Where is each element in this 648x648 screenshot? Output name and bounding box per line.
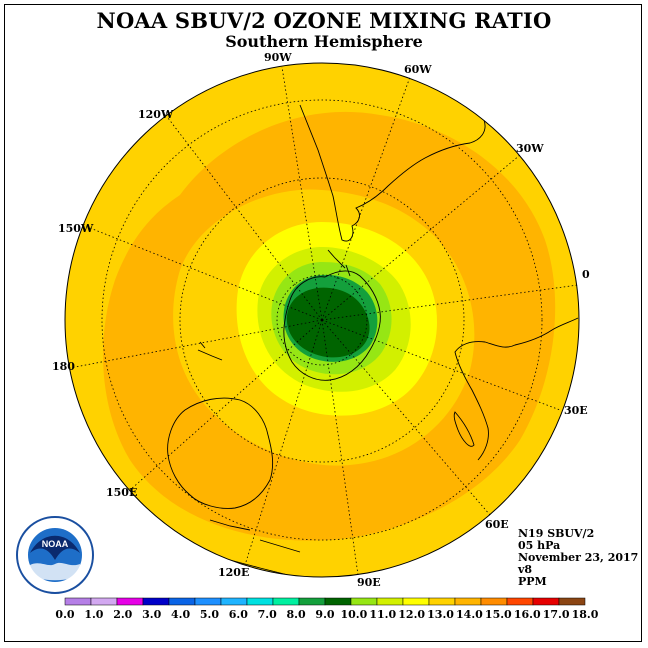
africa-coast: [454, 317, 579, 461]
latitude-circle-80s: [276, 274, 368, 366]
color-scale-tick-label: 14.0: [456, 608, 483, 621]
lon-label-120w: 120W: [138, 108, 174, 121]
color-scale-swatches: [64, 597, 586, 606]
meridian-60w: [321, 76, 411, 321]
meridian-60e: [321, 319, 491, 516]
color-swatch: [480, 597, 508, 606]
map-boundary: [64, 62, 580, 578]
color-swatch: [402, 597, 430, 606]
color-swatch: [506, 597, 534, 606]
south-america-coast: [299, 89, 501, 242]
lon-label-90w: 90W: [264, 51, 292, 64]
color-swatch: [116, 597, 144, 606]
lon-label-150e: 150E: [106, 486, 137, 499]
color-scale-tick-label: 5.0: [200, 608, 219, 621]
color-scale-tick-label: 0.0: [55, 608, 74, 621]
color-swatch: [376, 597, 404, 606]
date-label: November 23, 2017: [518, 551, 639, 564]
logo-wave: [30, 562, 80, 581]
figure-frame: [4, 4, 642, 642]
meridian-150e: [129, 319, 323, 491]
color-swatch: [90, 597, 118, 606]
antarctica-coast: [283, 270, 381, 381]
color-scale-tick-label: 1.0: [84, 608, 103, 621]
antarctic-peninsula: [327, 249, 351, 277]
madagascar: [453, 411, 475, 447]
color-swatch: [220, 597, 248, 606]
pressure-level: 05 hPa: [518, 539, 561, 552]
lon-label-120e: 120E: [218, 566, 249, 579]
color-scale-tick-label: 16.0: [514, 608, 541, 621]
graticule: [101, 99, 543, 541]
lon-label-30w: 30W: [516, 142, 544, 155]
ozone-band-14-15: [103, 111, 556, 541]
color-scale-tick-label: 7.0: [258, 608, 277, 621]
color-swatch: [64, 597, 92, 606]
map-title: NOAA SBUV/2 OZONE MIXING RATIO: [96, 8, 552, 33]
color-swatch: [532, 597, 560, 606]
longitude-labels: 90W 60W 30W 0 30E 60E 90E 120E 150E 180 …: [52, 51, 590, 589]
color-scale-tick-label: 4.0: [171, 608, 190, 621]
color-scale-tick-label: 8.0: [287, 608, 306, 621]
color-scale-tick-label: 17.0: [543, 608, 570, 621]
lon-label-150w: 150W: [58, 222, 94, 235]
instrument-label: N19 SBUV/2: [518, 527, 595, 540]
meridian-180: [69, 319, 323, 369]
color-swatch: [142, 597, 170, 606]
new-zealand: [197, 341, 223, 361]
color-scale-tick-label: 3.0: [142, 608, 161, 621]
ozone-band-8-9: [286, 287, 370, 358]
logo-seagull: [30, 535, 80, 560]
color-swatch: [454, 597, 482, 606]
meridian-90w: [281, 66, 323, 321]
latitude-circle-60s: [179, 177, 465, 463]
color-swatch: [246, 597, 274, 606]
color-scale-tick-label: 18.0: [572, 608, 599, 621]
color-swatch: [194, 597, 222, 606]
color-swatch: [168, 597, 196, 606]
color-swatch: [428, 597, 456, 606]
color-scale-ticks: 0.0 1.0 2.0 3.0 4.0 5.0 6.0 7.0 8.0 9.0 10.0 11.0 12…: [55, 608, 598, 621]
color-scale: 0.0 1.0 2.0 3.0 4.0 5.0 6.0 7.0 8.0 9.0 10.0 11.0 12…: [55, 597, 599, 621]
latitude-circle-40s: [101, 99, 543, 541]
meridian-30w: [321, 154, 521, 321]
lon-label-180: 180: [52, 360, 75, 373]
color-scale-tick-label: 9.0: [315, 608, 334, 621]
units-label: PPM: [518, 575, 547, 588]
logo-text: NOAA: [42, 539, 69, 549]
color-scale-tick-label: 11.0: [369, 608, 396, 621]
color-scale-tick-label: 2.0: [113, 608, 132, 621]
version-label: v8: [518, 563, 533, 576]
meridian-90e: [321, 319, 359, 576]
meridians: [69, 66, 579, 576]
metadata-block: N19 SBUV/2 05 hPa November 23, 2017 v8 P…: [518, 528, 638, 588]
color-swatch: [324, 597, 352, 606]
lon-label-90e: 90E: [357, 576, 381, 589]
meridian-0: [321, 284, 579, 321]
map-subtitle: Southern Hemisphere: [225, 32, 423, 51]
color-scale-tick-label: 13.0: [427, 608, 454, 621]
australia-coast: [167, 397, 274, 509]
noaa-logo: NOAA: [16, 516, 94, 594]
color-swatch: [298, 597, 326, 606]
color-scale-tick-label: 10.0: [340, 608, 367, 621]
lon-label-0: 0: [582, 268, 590, 281]
meridian-120e: [244, 319, 323, 566]
color-scale-tick-label: 6.0: [229, 608, 248, 621]
meridian-150w: [89, 227, 323, 321]
lon-label-60w: 60W: [404, 63, 432, 76]
lon-label-30e: 30E: [564, 404, 588, 417]
color-scale-tick-label: 12.0: [398, 608, 425, 621]
color-swatch: [558, 597, 586, 606]
coastlines: [167, 89, 579, 577]
color-swatch: [350, 597, 378, 606]
lon-label-60e: 60E: [485, 518, 509, 531]
color-scale-tick-label: 15.0: [485, 608, 512, 621]
color-swatch: [272, 597, 300, 606]
meridian-30e: [321, 319, 561, 411]
